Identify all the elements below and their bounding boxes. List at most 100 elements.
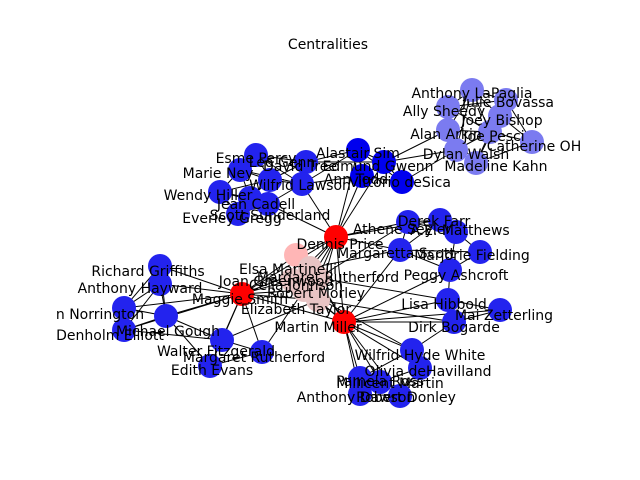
edge-alastair-sim--dennis-price <box>335 149 359 238</box>
node-label-esme-percy: Esme Percy <box>216 151 297 167</box>
node-label-margaret-rutherford-ii: Margaret Rutherford <box>183 350 325 366</box>
node-robert-donley <box>388 384 412 408</box>
node-label-wendy-hiller: Wendy Hiller <box>164 188 253 204</box>
node-norrington <box>112 296 136 320</box>
edge-denholm-elliott--walter-fitzgerald <box>123 329 223 341</box>
edge-maggie-smith--richard-griffiths <box>159 265 243 295</box>
node-walter-fitzgerald <box>210 328 234 352</box>
node-wendy-hiller <box>208 180 232 204</box>
node-anthony-hayward <box>148 272 172 296</box>
node-vittorio-desica <box>390 170 414 194</box>
node-label-edith-evans: Edith Evans <box>171 363 253 379</box>
node-label-alastair-sim: Alastair Sim <box>316 146 400 162</box>
node-jean-cadell <box>238 186 262 210</box>
node-label-marie-ney: Marie Ney <box>183 166 254 182</box>
node-label-olivia-dehavilland: Olivia deHavilland <box>365 364 492 380</box>
node-label-joe-pesci: Joe Pesci <box>462 129 524 145</box>
node-catherine-oh <box>520 130 544 154</box>
figure-title: Centralities <box>288 37 368 53</box>
node-label-margaret-rutherford: Margaret Rutherford <box>257 270 399 286</box>
node-label-madeline-kahn: Madeline Kahn <box>444 159 547 175</box>
node-dennis-price <box>324 225 348 249</box>
node-ally-sheedy <box>436 95 460 119</box>
node-label-elsa-martinelli: Elsa Martinelli <box>239 262 337 278</box>
node-leo-genn <box>258 168 282 192</box>
node-label-dylan-walsh: Dylan Walsh <box>423 147 509 163</box>
node-label-catherine-oh: Catherine OH <box>487 139 581 155</box>
node-anthony-lapaglia <box>460 78 484 102</box>
node-label-wilfrid-lawson: Wilfrid Lawson <box>249 178 351 194</box>
node-label-margaretta-scott: Margaretta Scott <box>337 246 455 262</box>
node-label-peggy-ashcroft: Peggy Ashcroft <box>404 268 509 284</box>
node-label-athene-seyler: Athene Seyler <box>353 222 452 238</box>
node-a-e-matthews <box>444 220 468 244</box>
node-wilfrid-hyde-white <box>400 338 424 362</box>
node-label-ann-todd: Ann Todd <box>324 172 388 188</box>
edge-dirk-bogarde--elizabeth-taylor <box>317 299 455 323</box>
node-label-denholm-elliott: Denholm Elliott <box>56 328 164 344</box>
node-label-martin-miller: Martin Miller <box>274 320 361 336</box>
node-athene-seyler <box>396 210 420 234</box>
node-madeline-kahn <box>464 151 488 175</box>
node-millicent-martin <box>368 370 392 394</box>
node-label-jean-cadell: Jean Cadell <box>216 197 295 213</box>
node-label-leo-genn: Leo Genn <box>249 155 315 171</box>
node-marjorie-fielding <box>468 240 492 264</box>
node-michael-gough <box>154 304 178 328</box>
node-label-alan-arkin: Alan Arkin <box>410 127 482 143</box>
node-dirk-bogarde <box>442 310 466 334</box>
node-label-joan-greenwood: Joan Greenwood <box>218 274 333 290</box>
node-label-david-tree: David Tree <box>263 159 337 175</box>
node-label-celia-johnson: Celia Johnson <box>249 278 343 294</box>
node-label-richard-griffiths: Richard Griffiths <box>91 264 204 280</box>
node-label-mai-zetterling: Mai Zetterling <box>455 308 553 324</box>
node-marie-ney <box>228 158 252 182</box>
node-label-elizabeth-taylor: Elizabeth Taylor <box>241 302 351 318</box>
node-edmund-gwenn <box>372 150 396 174</box>
node-label-walter-fitzgerald: Walter Fitzgerald <box>157 344 275 360</box>
node-label-robert-morley: Robert Morley <box>267 286 365 302</box>
node-david-tree <box>294 150 318 174</box>
node-edith-evans <box>198 354 222 378</box>
node-label-a-e-matthews: A.E. Matthews <box>410 223 509 239</box>
node-label-norrington: n Norrington <box>56 307 144 323</box>
edge-margaret-rutherford-ii--robert-morley <box>261 289 305 353</box>
edge-dennis-price--athene-seyler <box>335 221 409 238</box>
node-maggie-smith <box>230 282 254 306</box>
node-label-michael-gough: Michael Gough <box>116 324 220 340</box>
edge-athene-seyler--margaret-rutherford <box>317 221 409 279</box>
node-richard-griffiths <box>148 254 172 278</box>
edge-martin-miller--mai-zetterling <box>343 309 501 323</box>
edge-dennis-price--maggie-smith <box>241 236 337 295</box>
node-margaretta-scott <box>388 238 412 262</box>
node-martin-miller <box>332 310 356 334</box>
node-ann-todd <box>350 164 374 188</box>
node-layer <box>112 78 544 408</box>
node-label-robert-donley: Robert Donley <box>356 390 456 406</box>
node-anthony-dawson <box>348 382 372 406</box>
node-label-anthony-hayward: Anthony Hayward <box>78 281 203 297</box>
node-label-ally-sheedy: Ally Sheedy <box>403 104 485 120</box>
node-label-vittorio-desica: Vittorio deSica <box>349 175 451 191</box>
edge-dennis-price--derek-farr <box>335 219 441 238</box>
node-label-dennis-price: Dennis Price <box>297 237 384 253</box>
edge-lisa-hibbold--margaret-rutherford <box>317 277 449 301</box>
node-denholm-elliott <box>112 318 136 342</box>
edge-margaretta-scott--marjorie-fielding <box>399 249 481 253</box>
edge-dylan-walsh--edmund-gwenn <box>383 149 457 163</box>
edge-peggy-ashcroft--martin-miller <box>343 269 451 323</box>
node-label-anthony-dawson: Anthony Dawson <box>297 390 416 406</box>
node-joe-pesci <box>478 120 502 144</box>
node-label-lisa-hibbold: Lisa Hibbold <box>401 297 487 313</box>
edge-edmund-gwenn--dennis-price <box>335 161 385 238</box>
node-alastair-sim <box>346 138 370 162</box>
edge-scott-sunderland--dennis-price <box>267 203 337 238</box>
node-dylan-walsh <box>444 138 468 162</box>
node-olivia-dehavilland <box>408 356 432 380</box>
node-label-julie-bovassa: Julie Bovassa <box>461 95 554 111</box>
node-label-pamela-ross: Pamela Ross <box>336 374 424 390</box>
node-peggy-ashcroft <box>438 258 462 282</box>
node-label-wilfrid-hyde-white: Wilfrid Hyde White <box>355 348 486 364</box>
